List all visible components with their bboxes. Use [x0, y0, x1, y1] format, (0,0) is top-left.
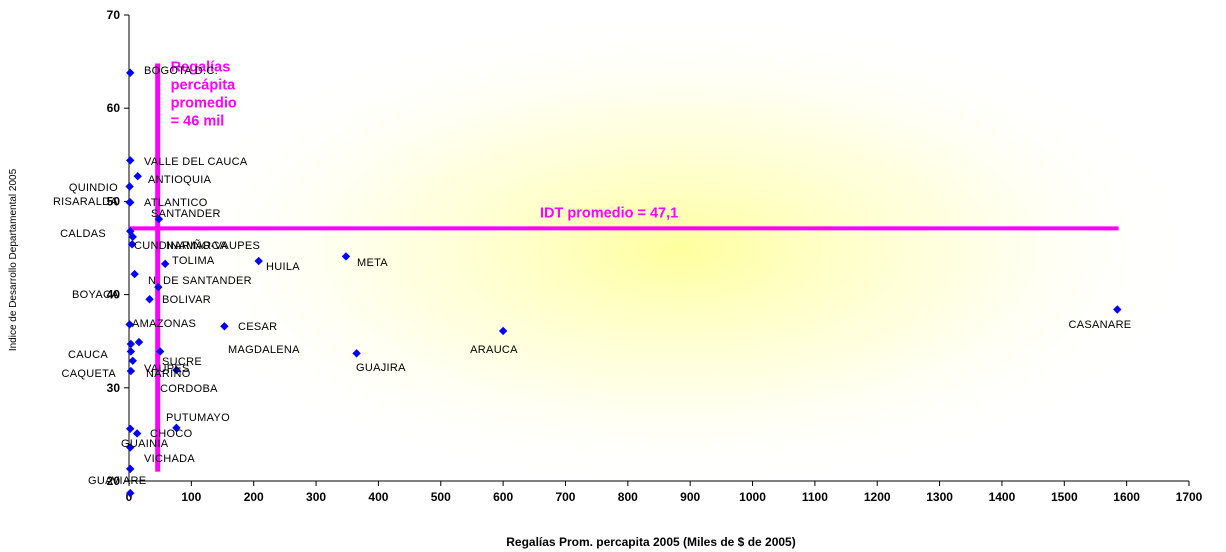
- data-point: [126, 488, 135, 498]
- point-label: TOLIMA: [172, 255, 215, 267]
- x-tick-label: 800: [618, 490, 638, 504]
- data-point: [172, 423, 181, 433]
- x-axis-title: Regalías Prom. percapita 2005 (Miles de …: [506, 535, 795, 549]
- point-label: NARIÑO: [146, 367, 191, 380]
- data-point: [145, 295, 154, 304]
- data-point: [133, 172, 142, 181]
- y-tick-label: 70: [107, 8, 121, 22]
- x-tick-label: 1000: [739, 490, 766, 504]
- x-tick-label: 1100: [802, 490, 828, 504]
- point-label: VICHADA: [144, 453, 195, 465]
- point-label: MAGDALENA: [228, 344, 300, 356]
- y-tick-label: 50: [107, 194, 121, 208]
- point-label: CALDAS: [60, 228, 106, 240]
- point-label: SANTANDER: [151, 208, 221, 220]
- data-point: [128, 232, 137, 242]
- data-point: [160, 259, 170, 269]
- data-point: [1113, 305, 1122, 314]
- data-point: [126, 347, 136, 356]
- point-label: META: [357, 257, 388, 269]
- point-label: CAQUETA: [62, 368, 117, 380]
- point-label: NARIÑO-VAUPES: [166, 239, 260, 252]
- x-tick-label: 300: [306, 490, 326, 504]
- point-label: AMAZONAS: [132, 318, 196, 330]
- point-label: ATLANTICO: [144, 197, 208, 209]
- data-point: [155, 347, 165, 356]
- data-points: [125, 68, 1122, 498]
- point-label: BOGOTA D.C.: [144, 65, 218, 77]
- data-point: [125, 320, 134, 329]
- x-tick-label: 100: [181, 490, 201, 504]
- point-label: GUAVIARE: [88, 475, 146, 487]
- x-tick-label: 1400: [989, 490, 1016, 504]
- data-point: [254, 256, 263, 266]
- data-point: [126, 424, 135, 434]
- point-label: VAUPES: [144, 363, 190, 375]
- point-label: CHOCO: [150, 428, 193, 440]
- y-axis-title: Indice de Desarrollo Departamental 2005: [8, 168, 19, 351]
- point-label: N. DE SANTANDER: [148, 275, 252, 287]
- point-label: VALLE DEL CAUCA: [144, 156, 248, 168]
- point-label: QUINDIO: [69, 182, 118, 194]
- data-point: [126, 156, 135, 165]
- data-point: [126, 366, 136, 376]
- point-label: CASANARE: [1069, 319, 1132, 331]
- point-label: RISARALDA: [53, 196, 118, 208]
- data-point: [130, 269, 139, 279]
- data-point: [125, 182, 134, 191]
- point-label: ARAUCA: [470, 344, 518, 356]
- data-point: [126, 464, 135, 474]
- background-glow: [160, 10, 1200, 490]
- point-label: SUCRE: [162, 356, 202, 368]
- point-label: CESAR: [238, 321, 277, 333]
- data-point: [126, 68, 135, 77]
- x-tick-label: 700: [555, 490, 575, 504]
- x-tick-label: 1300: [926, 490, 953, 504]
- point-label: CORDOBA: [160, 383, 218, 395]
- point-label: BOLIVAR: [162, 294, 211, 306]
- point-label: HUILA: [266, 261, 300, 273]
- x-tick-label: 900: [680, 490, 700, 504]
- y-tick-label: 60: [107, 101, 121, 115]
- data-point: [220, 322, 229, 331]
- x-tick-label: 1500: [1051, 490, 1078, 504]
- data-point: [341, 252, 351, 261]
- data-point: [172, 365, 181, 375]
- data-point: [127, 240, 137, 249]
- data-point: [352, 349, 361, 358]
- reference-lines: Regalías percápita promedio = 46 mil IDT pro…: [129, 59, 1119, 472]
- data-point: [154, 214, 164, 224]
- x-tick-label: 1200: [864, 490, 891, 504]
- data-point: [126, 198, 135, 207]
- y-tick-label: 30: [107, 381, 121, 395]
- x-tick-label: 1600: [1113, 490, 1140, 504]
- x-tick-label: 600: [493, 490, 513, 504]
- point-label: GUAINIA: [121, 438, 169, 450]
- data-point: [134, 337, 144, 347]
- data-point: [132, 429, 142, 438]
- point-label: GUAJIRA: [356, 362, 406, 374]
- data-point: [128, 356, 137, 365]
- x-tick-label: 200: [244, 490, 264, 504]
- x-tick-label: 400: [368, 490, 388, 504]
- data-point: [498, 326, 508, 336]
- point-label: ANTIOQUIA: [148, 174, 212, 186]
- x-tick-label: 0: [126, 490, 133, 504]
- point-label: PUTUMAYO: [166, 412, 230, 424]
- y-tick-label: 40: [107, 288, 121, 302]
- y-tick-label: 20: [107, 474, 121, 488]
- point-label: CAUCA: [68, 349, 108, 361]
- x-tick-label: 1700: [1176, 490, 1203, 504]
- data-point: [154, 282, 163, 292]
- x-tick-label: 500: [431, 490, 451, 504]
- regalias-average-label: Regalías percápita promedio = 46 mil: [171, 59, 237, 129]
- data-point: [126, 443, 135, 452]
- data-point: [126, 339, 136, 349]
- point-labels: BOGOTA D.C. VALLE DEL CAUCA ANTIOQUIA QUIND…: [53, 65, 1132, 487]
- idt-average-label: IDT promedio = 47,1: [540, 205, 678, 221]
- point-label: BOYACA: [72, 289, 119, 301]
- point-label: CUNDINAMARCA: [134, 240, 228, 252]
